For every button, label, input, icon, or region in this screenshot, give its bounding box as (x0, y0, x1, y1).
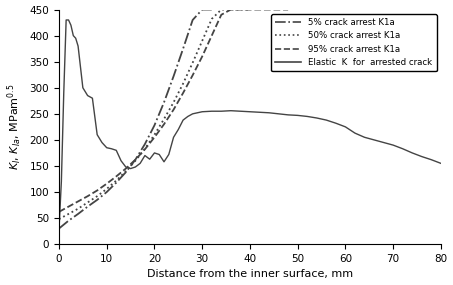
95% crack arrest K1a (114, 175, 119, 178)
50% crack arrest K1a (199, 39, 205, 42)
5% crack arrest K1a (56, 227, 62, 230)
5% crack arrest K1a (85, 205, 90, 208)
50% crack arrest K1a (238, 8, 243, 11)
50% crack arrest K1a (114, 179, 119, 182)
95% crack arrest K1a (266, 8, 272, 11)
50% crack arrest K1a (75, 207, 81, 210)
95% crack arrest K1a (199, 55, 205, 58)
95% crack arrest K1a (276, 8, 281, 11)
Line: 95% crack arrest K1a: 95% crack arrest K1a (59, 10, 288, 212)
Elastic  K  for  arrested crack (438, 162, 443, 165)
50% crack arrest K1a (85, 201, 90, 204)
Elastic  K  for  arrested crack (238, 109, 243, 113)
Elastic  K  for  arrested crack (123, 165, 129, 169)
5% crack arrest K1a (66, 219, 71, 222)
Y-axis label: $K_I$, $K_{Ia}$, MPam$^{0.5}$: $K_I$, $K_{Ia}$, MPam$^{0.5}$ (5, 84, 24, 170)
50% crack arrest K1a (247, 8, 253, 11)
95% crack arrest K1a (247, 8, 253, 11)
50% crack arrest K1a (190, 61, 195, 64)
95% crack arrest K1a (104, 182, 110, 186)
50% crack arrest K1a (123, 170, 129, 173)
50% crack arrest K1a (180, 82, 186, 85)
95% crack arrest K1a (218, 13, 224, 17)
95% crack arrest K1a (66, 205, 71, 208)
50% crack arrest K1a (56, 217, 62, 221)
50% crack arrest K1a (133, 159, 138, 162)
95% crack arrest K1a (133, 158, 138, 161)
50% crack arrest K1a (209, 17, 214, 21)
Line: Elastic  K  for  arrested crack: Elastic K for arrested crack (59, 20, 441, 230)
95% crack arrest K1a (238, 8, 243, 11)
Line: 5% crack arrest K1a: 5% crack arrest K1a (59, 10, 212, 229)
Elastic  K  for  arrested crack (137, 162, 143, 165)
95% crack arrest K1a (257, 8, 262, 11)
50% crack arrest K1a (228, 8, 234, 11)
5% crack arrest K1a (209, 8, 214, 11)
50% crack arrest K1a (104, 187, 110, 191)
95% crack arrest K1a (285, 8, 291, 11)
95% crack arrest K1a (85, 194, 90, 198)
95% crack arrest K1a (56, 210, 62, 213)
95% crack arrest K1a (75, 200, 81, 203)
95% crack arrest K1a (190, 74, 195, 77)
Line: 50% crack arrest K1a: 50% crack arrest K1a (59, 10, 250, 219)
95% crack arrest K1a (142, 148, 148, 151)
Legend: 5% crack arrest K1a, 50% crack arrest K1a, 95% crack arrest K1a, Elastic  K  for: 5% crack arrest K1a, 50% crack arrest K1… (271, 14, 437, 71)
5% crack arrest K1a (190, 18, 195, 22)
5% crack arrest K1a (171, 75, 176, 78)
5% crack arrest K1a (95, 198, 100, 201)
5% crack arrest K1a (75, 212, 81, 216)
5% crack arrest K1a (199, 8, 205, 11)
5% crack arrest K1a (104, 190, 110, 194)
5% crack arrest K1a (161, 101, 167, 104)
95% crack arrest K1a (152, 136, 157, 139)
50% crack arrest K1a (142, 147, 148, 150)
5% crack arrest K1a (152, 124, 157, 127)
95% crack arrest K1a (209, 34, 214, 37)
X-axis label: Distance from the inner surface, mm: Distance from the inner surface, mm (147, 269, 353, 280)
50% crack arrest K1a (218, 8, 224, 11)
95% crack arrest K1a (95, 189, 100, 192)
Elastic  K  for  arrested crack (114, 148, 119, 152)
50% crack arrest K1a (66, 212, 71, 216)
50% crack arrest K1a (171, 101, 176, 104)
Elastic  K  for  arrested crack (56, 228, 62, 231)
5% crack arrest K1a (142, 142, 148, 146)
95% crack arrest K1a (228, 8, 234, 11)
95% crack arrest K1a (123, 167, 129, 170)
50% crack arrest K1a (95, 194, 100, 198)
50% crack arrest K1a (152, 133, 157, 137)
5% crack arrest K1a (123, 170, 129, 174)
5% crack arrest K1a (114, 181, 119, 184)
95% crack arrest K1a (171, 108, 176, 111)
Elastic  K  for  arrested crack (133, 165, 138, 169)
95% crack arrest K1a (161, 123, 167, 126)
Elastic  K  for  arrested crack (63, 18, 69, 22)
95% crack arrest K1a (180, 91, 186, 95)
5% crack arrest K1a (133, 158, 138, 161)
50% crack arrest K1a (161, 117, 167, 121)
5% crack arrest K1a (180, 47, 186, 50)
Elastic  K  for  arrested crack (90, 97, 95, 100)
